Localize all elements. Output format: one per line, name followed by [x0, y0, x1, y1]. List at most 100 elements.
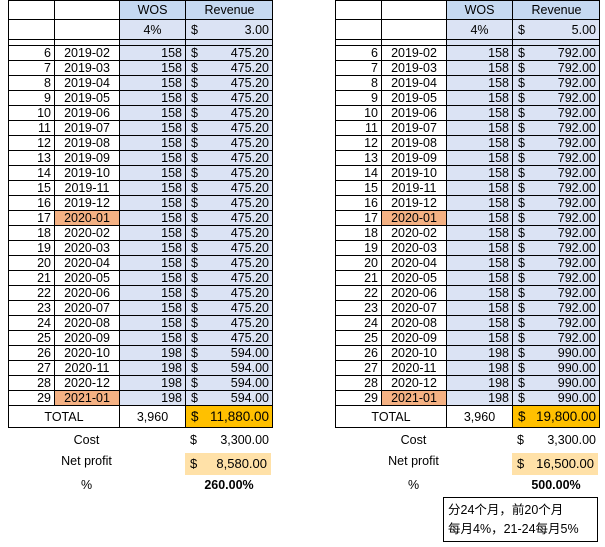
- table-right-border: [599, 0, 600, 427]
- currency-symbol: $: [518, 196, 525, 210]
- month-cell: 2020-02: [54, 225, 119, 240]
- rate-blank-cell: [54, 19, 119, 39]
- row-number: 21: [335, 270, 381, 285]
- month-cell: 2020-08: [54, 315, 119, 330]
- wos-cell: 198: [119, 360, 185, 375]
- amount: 475.20: [230, 61, 269, 75]
- wos-cell: 158: [446, 180, 512, 195]
- row-number: 7: [335, 60, 381, 75]
- amount: 475.20: [230, 76, 269, 90]
- unit-price: $5.00: [512, 19, 600, 39]
- spacer-cell: [381, 39, 446, 45]
- row-number: 9: [335, 90, 381, 105]
- revenue-cell: $475.20: [185, 120, 273, 135]
- amount: 475.20: [230, 301, 269, 315]
- month-cell: 2019-07: [54, 120, 119, 135]
- month-cell: 2019-04: [54, 75, 119, 90]
- amount: 792.00: [557, 331, 596, 345]
- amount: 475.20: [230, 136, 269, 150]
- amount: 792.00: [557, 91, 596, 105]
- revenue-cell: $475.20: [185, 270, 273, 285]
- total-wos: 3,960: [446, 405, 512, 427]
- amount: 792.00: [557, 181, 596, 195]
- month-cell: 2020-12: [54, 375, 119, 390]
- currency-symbol: $: [518, 23, 525, 37]
- wos-cell: 158: [446, 195, 512, 210]
- wos-cell: 158: [119, 195, 185, 210]
- currency-symbol: $: [518, 76, 525, 90]
- month-cell: 2019-10: [381, 165, 446, 180]
- amount: 792.00: [557, 256, 596, 270]
- revenue-cell: $990.00: [512, 360, 600, 375]
- total-label: TOTAL: [8, 405, 119, 427]
- row-number: 8: [8, 75, 54, 90]
- wos-cell: 158: [119, 210, 185, 225]
- revenue-cell: $475.20: [185, 75, 273, 90]
- currency-symbol: $: [517, 433, 524, 447]
- wos-cell: 198: [446, 360, 512, 375]
- wos-cell: 198: [119, 345, 185, 360]
- month-cell: 2019-12: [381, 195, 446, 210]
- month-cell: 2020-07: [381, 300, 446, 315]
- wos-cell: 158: [446, 90, 512, 105]
- month-cell: 2020-04: [381, 255, 446, 270]
- month-cell: 2019-02: [381, 45, 446, 60]
- currency-symbol: $: [191, 211, 198, 225]
- currency-symbol: $: [518, 121, 525, 135]
- currency-symbol: $: [518, 331, 525, 345]
- row-number: 29: [8, 390, 54, 405]
- wos-cell: 158: [119, 180, 185, 195]
- amount: 475.20: [230, 106, 269, 120]
- amount: 594.00: [230, 346, 269, 360]
- wos-header: WOS: [119, 0, 185, 19]
- currency-symbol: $: [518, 136, 525, 150]
- currency-symbol: $: [518, 391, 525, 405]
- note-box: 分24个月，前20个月 每月4%，21-24每月5%: [443, 497, 598, 542]
- percent-value: 260.00%: [204, 478, 254, 492]
- spacer-cell: [446, 39, 512, 45]
- row-number: 15: [335, 180, 381, 195]
- wos-cell: 158: [446, 105, 512, 120]
- note-line-1: 分24个月，前20个月: [448, 503, 564, 517]
- row-number: 28: [8, 375, 54, 390]
- currency-symbol: $: [191, 286, 198, 300]
- spacer-cell: [512, 39, 600, 45]
- revenue-header: Revenue: [185, 0, 273, 19]
- wos-cell: 158: [446, 60, 512, 75]
- header-blank-cell: [381, 0, 446, 19]
- amount: 5.00: [571, 23, 596, 37]
- row-number: 6: [335, 45, 381, 60]
- currency-symbol: $: [190, 456, 198, 471]
- amount: 792.00: [557, 121, 596, 135]
- amount: 792.00: [557, 151, 596, 165]
- row-number: 28: [335, 375, 381, 390]
- wos-cell: 198: [446, 390, 512, 405]
- amount: 475.20: [230, 121, 269, 135]
- currency-symbol: $: [191, 226, 198, 240]
- revenue-cell: $792.00: [512, 150, 600, 165]
- unit-price: $3.00: [185, 19, 273, 39]
- revenue-cell: $475.20: [185, 150, 273, 165]
- month-cell: 2019-10: [54, 165, 119, 180]
- month-cell: 2019-11: [54, 180, 119, 195]
- row-number: 9: [8, 90, 54, 105]
- net-profit-value: $16,500.00: [512, 453, 598, 475]
- currency-symbol: $: [518, 376, 525, 390]
- row-number: 6: [8, 45, 54, 60]
- currency-symbol: $: [518, 256, 525, 270]
- row-number: 23: [8, 300, 54, 315]
- wos-cell: 198: [446, 375, 512, 390]
- amount: 475.20: [230, 166, 269, 180]
- wos-cell: 158: [446, 255, 512, 270]
- currency-symbol: $: [191, 46, 198, 60]
- currency-symbol: $: [191, 196, 198, 210]
- amount: 792.00: [557, 61, 596, 75]
- month-cell: 2020-10: [381, 345, 446, 360]
- revenue-cell: $792.00: [512, 195, 600, 210]
- currency-symbol: $: [191, 409, 199, 424]
- amount: 475.20: [230, 331, 269, 345]
- month-cell: 2019-07: [381, 120, 446, 135]
- revenue-cell: $792.00: [512, 210, 600, 225]
- currency-symbol: $: [191, 346, 198, 360]
- rate-blank-cell: [381, 19, 446, 39]
